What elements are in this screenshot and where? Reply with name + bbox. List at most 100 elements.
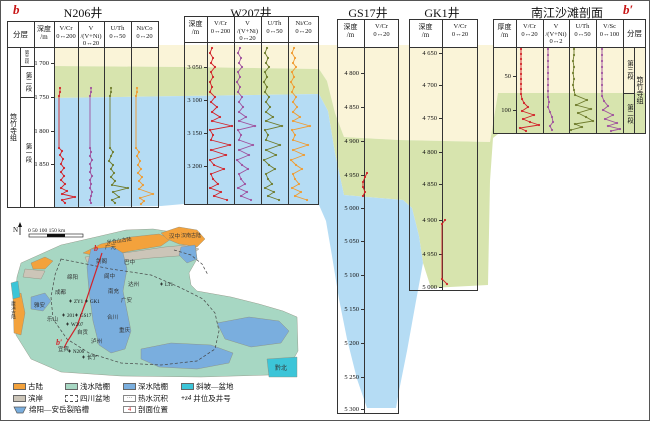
- depth-tick-label: 1 850: [34, 160, 49, 168]
- curve-n206-NiCo: [134, 86, 155, 206]
- map-place-label: 南充: [108, 287, 120, 295]
- legend-item-4: 滨岸: [13, 393, 43, 404]
- map-scale-text: 0 50 100 150 km: [28, 228, 66, 234]
- depth-tick-label: 5 150: [344, 305, 359, 313]
- depth-tick-mark: [204, 67, 207, 68]
- panel-divider: [261, 17, 262, 204]
- depth-tick-mark: [513, 76, 516, 77]
- legend-swatch: [65, 383, 78, 390]
- depth-tick-mark: [361, 377, 364, 378]
- legend-item-9: 4 剖面位置: [123, 404, 168, 415]
- map-deep-shelf-northeast: [178, 244, 198, 264]
- legend-item-6: ··· 热水沉积: [123, 393, 168, 404]
- well-panel-gk1: 深度 /m V/Cr 0↔20 4 650 4 700 4 750 4 800 4 850 4…: [409, 19, 478, 291]
- panel-divider: [623, 20, 624, 133]
- map-well-label: 长宁: [87, 354, 97, 361]
- depth-tick-label: 3 100: [187, 96, 202, 104]
- depth-tick-label: 50: [504, 72, 512, 80]
- map-place-label: 巴中: [124, 258, 135, 266]
- track-header-w207-0: V/Cr 0↔200: [210, 20, 231, 35]
- member-label: 第二段: [625, 103, 633, 124]
- map-well-label: 201: [67, 314, 75, 319]
- well-title-gk1: GK1井: [424, 6, 460, 20]
- map-well-label: GK1: [90, 300, 100, 305]
- depth-tick-mark: [204, 133, 207, 134]
- member-cell-shatan-0: 第三段: [623, 47, 634, 93]
- panel-divider: [54, 22, 55, 207]
- depth-tick-label: 1 750: [34, 93, 49, 101]
- member-cell-n206-2: 第一段: [20, 97, 34, 208]
- curve-gk1-VCr: [440, 218, 449, 286]
- map-place-label: 广元: [105, 243, 117, 251]
- panel-divider: [288, 17, 289, 204]
- panel-divider: [34, 22, 35, 207]
- legend-swatch: [123, 383, 136, 390]
- map-place-label: 绵阳: [67, 273, 78, 281]
- band-member2-shallow-shelf-green: [54, 66, 646, 288]
- band-member1-deep-shelf-blue: [54, 94, 423, 408]
- curve-n206-VCr: [57, 86, 77, 205]
- panel-divider: [634, 47, 635, 133]
- curve-shatan-V: [546, 47, 555, 132]
- depth-tick-mark: [439, 53, 442, 54]
- well-panel-gs17: 深度 /m V/Cr 0↔20 4 800 4 850 4 900 4 950 5 000 5…: [337, 19, 399, 414]
- depth-tick-label: 1 700: [34, 59, 49, 67]
- legend-label: 四川盆地: [80, 393, 110, 403]
- map-well-label: ZY1: [74, 300, 84, 305]
- depth-tick-label: 4 650: [422, 49, 437, 57]
- section-endpoint-b-prime: b′: [623, 2, 634, 17]
- legend-label: 深水陆棚: [138, 382, 168, 391]
- map-paleoland-west: [30, 256, 54, 270]
- depth-tick-label: 5 000: [344, 204, 359, 212]
- map-well-label: LT1: [165, 283, 174, 288]
- member-cell-n206-1: 第二段: [20, 66, 34, 97]
- map-rift-trough: [86, 246, 132, 354]
- panel-divider: [131, 22, 132, 207]
- depth-tick-mark: [439, 287, 442, 288]
- track-header-shatan-1: V /(V+Ni) 0↔2: [545, 23, 567, 45]
- legend-trough-symbol: [13, 406, 27, 413]
- depth-tick-label: 4 850: [344, 103, 359, 111]
- legend-swatch: [13, 394, 26, 402]
- track-header-shatan-2: U/Th 0↔50: [574, 23, 591, 38]
- map-place-label: 米仓山古陆: [106, 236, 132, 246]
- map-section-line: [63, 252, 103, 349]
- track-header-n206-3: Ni/Co 0↔20: [136, 25, 153, 40]
- depth-tick-mark: [204, 166, 207, 167]
- map-place-label: 黔北: [275, 364, 287, 372]
- panel-header-bg-n206: [8, 22, 158, 48]
- legend-well-symbol: +z4: [181, 394, 192, 402]
- depth-tick-label: 5 050: [344, 237, 359, 245]
- depth-tick-mark: [361, 241, 364, 242]
- legend-swatch: [181, 383, 194, 390]
- depth-tick-mark: [439, 85, 442, 86]
- legend-label: 剖面位置: [138, 405, 168, 414]
- formation-label: 筇竹寺组: [9, 113, 18, 141]
- member-divider: [623, 93, 634, 94]
- map-slope-basin-west: [10, 280, 21, 300]
- depth-tick-mark: [361, 208, 364, 209]
- well-title-shatan: 南江沙滩剖面: [530, 6, 604, 20]
- depth-tick-mark: [439, 184, 442, 185]
- legend-label: 浅水陆棚: [80, 382, 110, 391]
- map-place-label: 合川: [107, 313, 118, 321]
- panel-header-bg-gs17: [338, 20, 398, 48]
- panel-divider: [516, 20, 517, 133]
- legend-item-1: 浅水陆棚: [65, 381, 110, 392]
- depth-tick-label: 4 950: [422, 250, 437, 258]
- legend-swatch-hydrothermal: ···: [123, 394, 136, 402]
- depth-tick-label: 1 800: [34, 127, 49, 135]
- depth-header-n206: 深度 /m: [37, 25, 51, 41]
- curve-gs17-VCr: [361, 171, 369, 198]
- depth-header-gs17: 深度 /m: [343, 23, 358, 39]
- member-divider: [20, 97, 34, 98]
- track-header-shatan-3: V/Sc 0↔100: [599, 23, 620, 38]
- member-divider: [20, 66, 34, 67]
- map-well-label: N206: [73, 350, 85, 355]
- map-label-b: b: [94, 244, 98, 253]
- map-place-label: 汉南古陆: [181, 232, 201, 239]
